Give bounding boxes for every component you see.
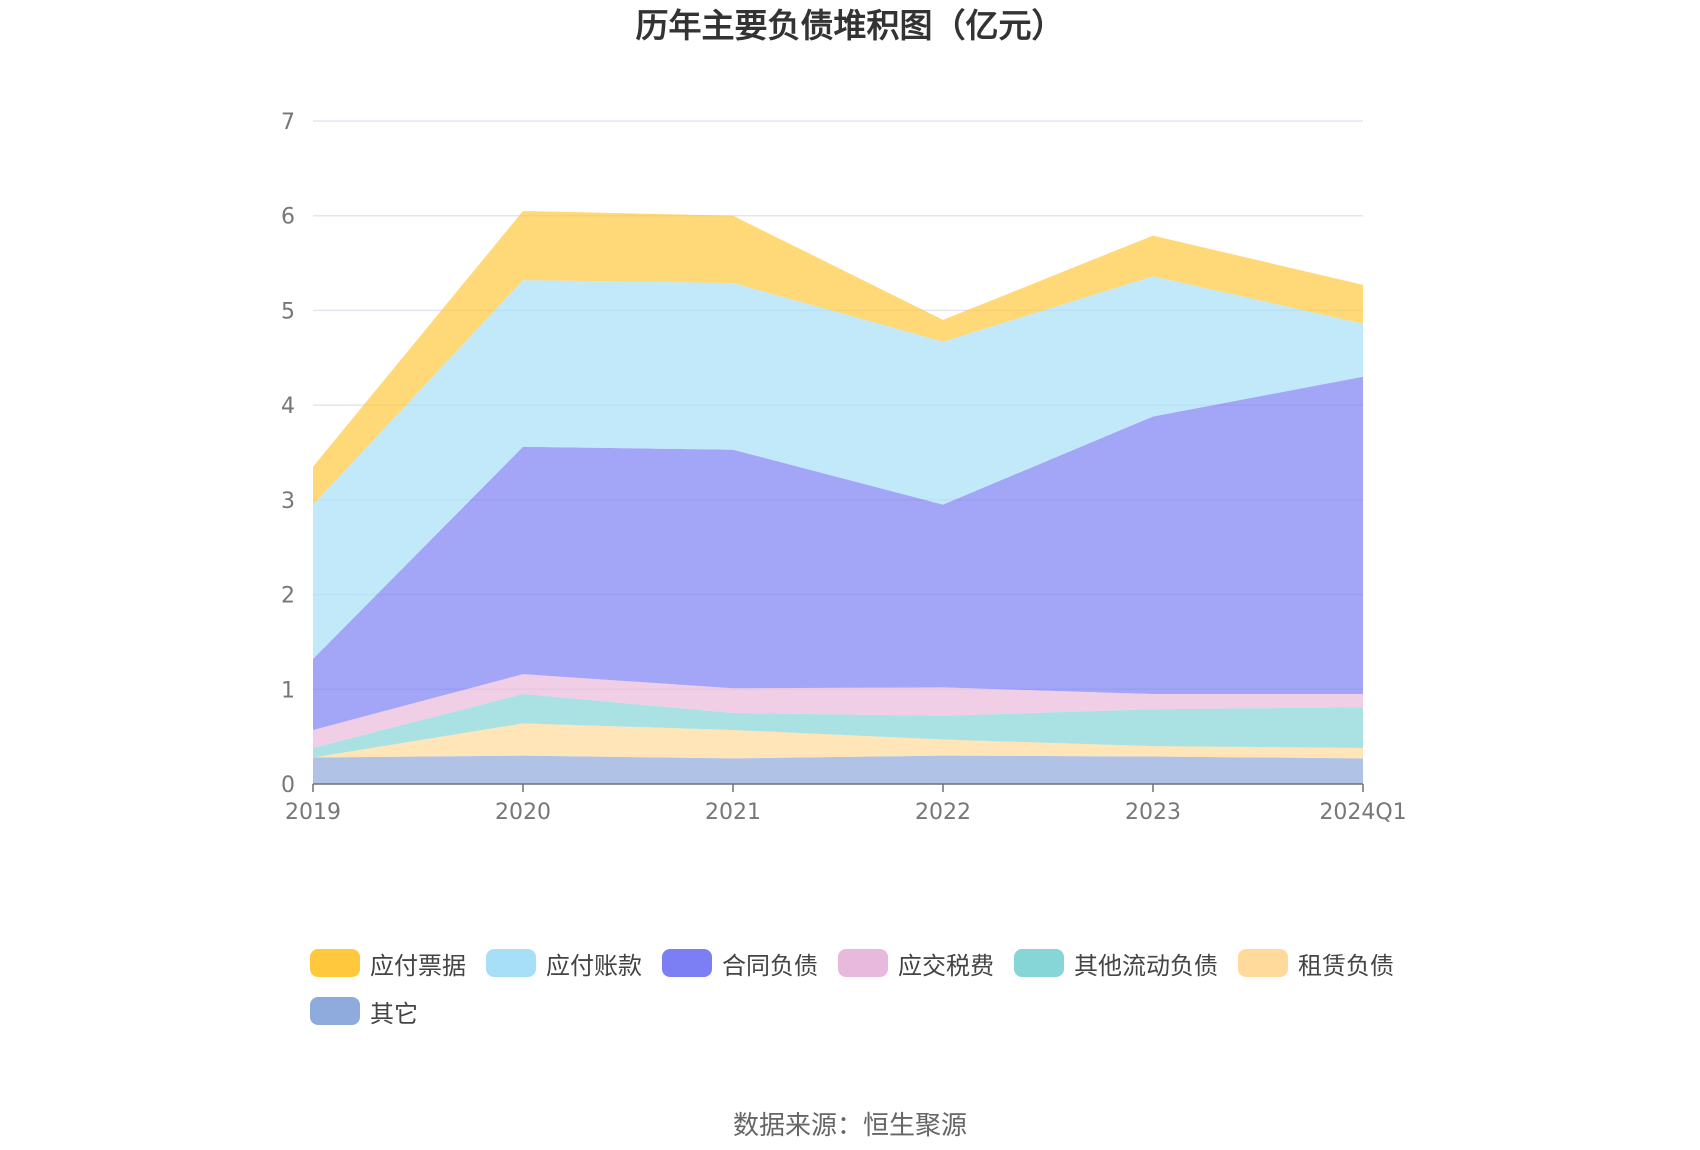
x-tick-label: 2023 [1125, 800, 1181, 825]
legend-label: 其它 [370, 999, 418, 1028]
area-其他流动负债 [313, 694, 1363, 758]
y-tick-label: 3 [281, 489, 295, 514]
area-series [313, 211, 1363, 784]
area-租赁负债 [313, 723, 1363, 759]
legend-label: 租赁负债 [1298, 951, 1394, 980]
x-tick-label: 2021 [705, 800, 761, 825]
legend-label: 合同负债 [722, 951, 818, 980]
legend-item[interactable]: 其他流动负债 [1014, 948, 1218, 980]
legend-swatch [838, 949, 888, 977]
x-tick-label: 2019 [285, 800, 341, 825]
legend-swatch [1238, 949, 1288, 977]
legend-item[interactable]: 应付账款 [486, 948, 642, 980]
chart-title: 历年主要负债堆积图（亿元） [635, 6, 1065, 45]
legend-swatch [486, 949, 536, 977]
x-tick-label: 2024Q1 [1319, 800, 1406, 825]
y-tick-label: 2 [281, 584, 295, 609]
axes: 0 1 2 3 4 5 6 7 2019 2020 2021 2022 2023 2024Q1 [281, 110, 1407, 825]
area-应交税费 [313, 674, 1363, 748]
legend-item[interactable]: 其它 [310, 996, 418, 1028]
legend-swatch [310, 949, 360, 977]
legend-swatch [662, 949, 712, 977]
y-tick-label: 5 [281, 299, 295, 324]
area-合同负债 [313, 376, 1363, 730]
legend-swatch [310, 997, 360, 1025]
area-应付票据 [313, 211, 1363, 505]
legend-item[interactable]: 合同负债 [662, 948, 818, 980]
area-应付账款 [313, 276, 1363, 659]
x-tick-label: 2020 [495, 800, 551, 825]
data-source-note: 数据来源：恒生聚源 [732, 1111, 967, 1141]
y-tick-label: 7 [281, 110, 295, 135]
legend-label: 应付账款 [546, 951, 642, 980]
legend-label: 应付票据 [370, 951, 466, 980]
x-tick-label: 2022 [915, 800, 971, 825]
legend: 应付票据 应付账款 合同负债 应交税费 其他流动负债 租赁负债其它 [310, 948, 1470, 1028]
legend-item[interactable]: 应付票据 [310, 948, 466, 980]
legend-label: 应交税费 [898, 951, 994, 980]
y-tick-label: 0 [281, 773, 295, 798]
y-tick-label: 6 [281, 205, 295, 230]
y-tick-label: 1 [281, 678, 295, 703]
legend-label: 其他流动负债 [1074, 951, 1218, 980]
area-其它 [313, 755, 1363, 784]
legend-item[interactable]: 应交税费 [838, 948, 994, 980]
legend-item[interactable]: 租赁负债 [1238, 948, 1394, 980]
y-tick-label: 4 [281, 394, 295, 419]
legend-swatch [1014, 949, 1064, 977]
